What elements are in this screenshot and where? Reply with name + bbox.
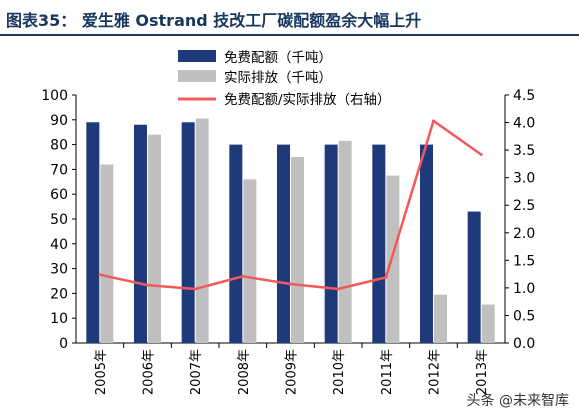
legend-label-1: 实际排放（千吨） xyxy=(224,70,332,86)
bar-free-quota xyxy=(420,144,433,343)
x-tick-label: 2010年 xyxy=(332,349,347,395)
right-tick-label: 0.5 xyxy=(513,308,535,324)
x-tick-label: 2012年 xyxy=(428,349,443,395)
ratio-point xyxy=(336,287,340,291)
x-tick-label: 2007年 xyxy=(189,349,204,395)
ratio-point xyxy=(146,283,149,287)
legend-swatch-0 xyxy=(178,50,216,62)
left-tick-label: 10 xyxy=(50,311,68,327)
ratio-point xyxy=(289,282,292,286)
legend-label-0: 免费配额（千吨） xyxy=(224,50,332,66)
x-tick-label: 2005年 xyxy=(94,349,109,395)
x-tick-label: 2009年 xyxy=(285,349,300,395)
bar-actual-emission xyxy=(100,164,114,343)
bar-free-quota xyxy=(181,122,195,343)
bar-actual-emission xyxy=(195,118,209,343)
left-tick-label: 100 xyxy=(41,88,68,104)
bar-actual-emission xyxy=(148,134,161,343)
bar-actual-emission xyxy=(386,175,400,343)
bar-actual-emission xyxy=(338,140,352,343)
bar-free-quota xyxy=(467,211,481,343)
left-tick-label: 30 xyxy=(50,262,68,278)
bar-free-quota xyxy=(86,122,100,343)
right-tick-label: 0.0 xyxy=(513,336,535,352)
bar-free-quota xyxy=(229,144,243,343)
right-tick-label: 2.0 xyxy=(513,226,535,242)
ratio-point xyxy=(241,274,245,278)
bar-actual-emission xyxy=(291,157,304,343)
left-tick-label: 90 xyxy=(50,113,68,129)
bar-free-quota xyxy=(134,124,147,343)
left-tick-label: 80 xyxy=(50,138,68,154)
bar-free-quota xyxy=(372,144,386,343)
ratio-point xyxy=(432,119,435,123)
ratio-point xyxy=(193,287,197,291)
legend-label-2: 免费配额/实际排放（右轴） xyxy=(224,92,391,108)
ratio-point xyxy=(384,275,388,279)
left-tick-label: 40 xyxy=(50,237,68,253)
legend-swatch-1 xyxy=(178,70,216,82)
right-tick-label: 4.5 xyxy=(513,88,535,104)
left-tick-label: 70 xyxy=(50,162,68,178)
right-tick-label: 1.0 xyxy=(513,281,535,297)
ratio-point xyxy=(98,273,102,277)
right-tick-label: 1.5 xyxy=(513,253,535,269)
x-tick-label: 2013年 xyxy=(475,349,490,395)
bar-actual-emission xyxy=(481,304,495,343)
x-tick-label: 2008年 xyxy=(237,349,252,395)
bar-free-quota xyxy=(324,144,338,343)
ratio-point xyxy=(479,153,483,157)
watermark-text: 头条 @未来智库 xyxy=(466,393,569,409)
chart-title: 图表35： 爱生雅 Ostrand 技改工厂碳配额盈余大幅上升 xyxy=(6,11,422,30)
bar-actual-emission xyxy=(434,294,447,343)
x-tick-label: 2006年 xyxy=(142,349,157,395)
left-tick-label: 50 xyxy=(50,212,68,228)
title-bar: 图表35： 爱生雅 Ostrand 技改工厂碳配额盈余大幅上升 xyxy=(0,0,579,36)
right-tick-label: 2.5 xyxy=(513,198,535,214)
left-tick-label: 0 xyxy=(59,336,68,352)
x-tick-label: 2011年 xyxy=(380,349,395,395)
bar-actual-emission xyxy=(243,179,257,343)
right-tick-label: 3.5 xyxy=(513,143,535,159)
left-tick-label: 20 xyxy=(50,286,68,302)
right-tick-label: 4.0 xyxy=(513,116,535,132)
bar-free-quota xyxy=(277,144,290,343)
right-tick-label: 3.0 xyxy=(513,171,535,187)
left-tick-label: 60 xyxy=(50,187,68,203)
